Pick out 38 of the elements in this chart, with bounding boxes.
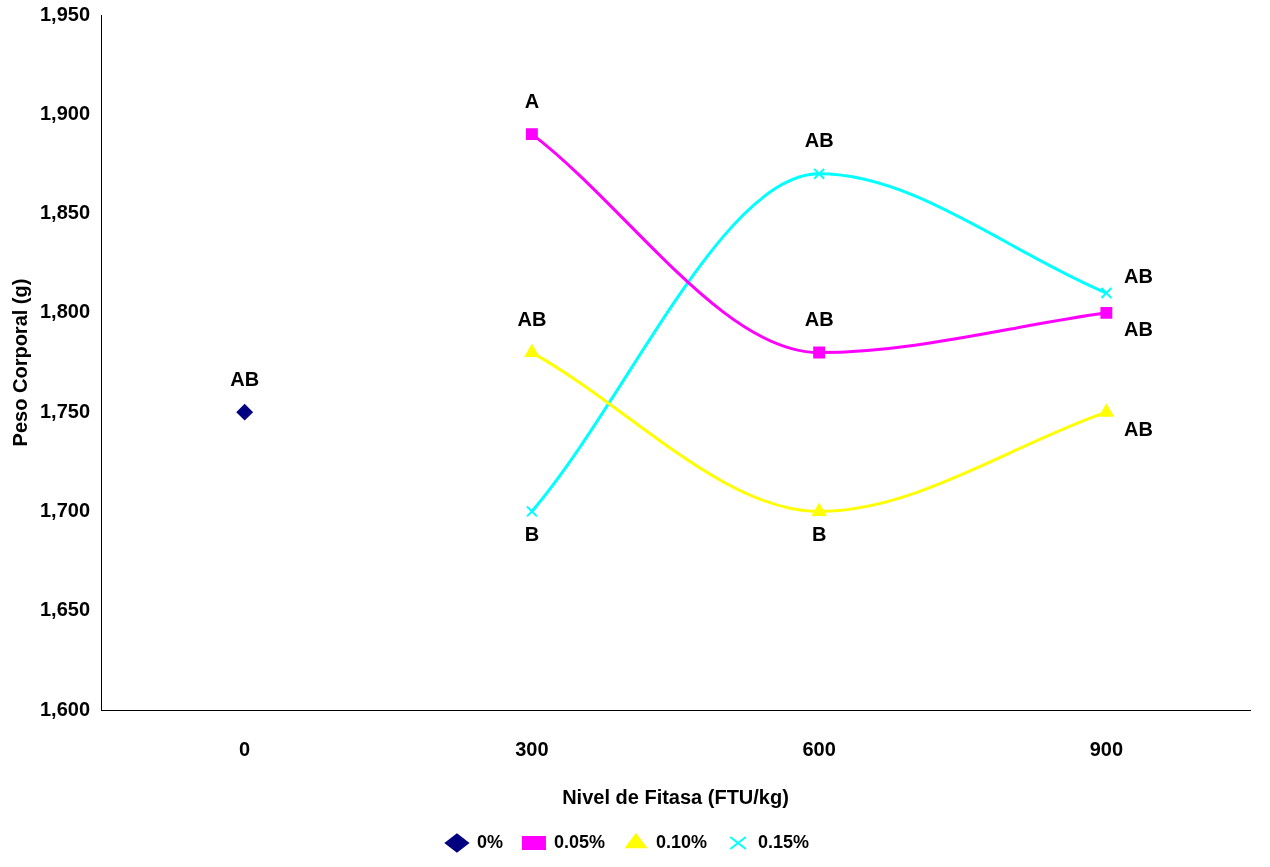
y-tick-label: 1,900: [39, 101, 91, 124]
x-tick-label: 600: [802, 737, 836, 760]
annotation: AB: [804, 129, 834, 152]
x-axis-title: Nivel de Fitasa (FTU/kg): [562, 785, 789, 808]
annotation: B: [811, 522, 827, 545]
y-axis-title: Peso Corporal (g): [8, 278, 31, 447]
annotation: B: [524, 522, 540, 545]
annotation: AB: [1123, 264, 1153, 287]
annotation: AB: [1123, 318, 1153, 341]
point: [813, 346, 826, 359]
annotation: AB: [804, 308, 834, 331]
annotation: A: [524, 89, 540, 112]
legend-label: 0.15%: [758, 831, 810, 852]
point: [812, 503, 827, 516]
y-tick-label: 1,950: [39, 2, 91, 25]
point: [525, 505, 538, 518]
point: [524, 344, 539, 358]
x-tick-label: 900: [1089, 737, 1124, 760]
annotation: AB: [1123, 417, 1153, 440]
x-tick-label: 0: [239, 737, 251, 760]
point: [1100, 287, 1113, 299]
point: [1099, 404, 1114, 417]
annotation: AB: [230, 367, 260, 390]
annotation: AB: [517, 308, 547, 331]
y-tick-label: 1,650: [39, 598, 91, 621]
y-tick-label: 1,750: [39, 399, 91, 422]
y-tick-label: 1,600: [39, 697, 91, 720]
point: [813, 167, 826, 180]
point: [525, 128, 538, 141]
legend-label: 0%: [476, 831, 503, 852]
point: [236, 404, 253, 421]
legend-label: 0.10%: [655, 831, 708, 852]
legend-label: 0.05%: [553, 831, 605, 852]
point: [1100, 306, 1113, 319]
x-tick-label: 300: [515, 737, 549, 760]
y-tick-label: 1,700: [39, 498, 91, 521]
y-tick-label: 1,850: [39, 201, 91, 224]
y-tick-label: 1,800: [39, 300, 91, 323]
